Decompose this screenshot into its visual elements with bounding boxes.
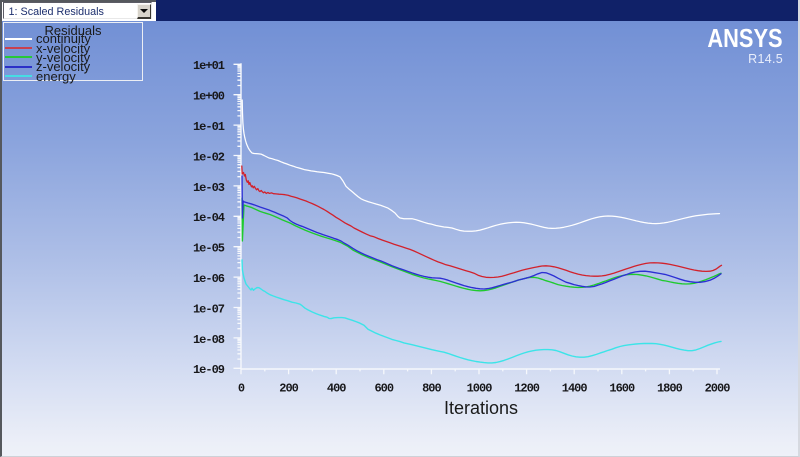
svg-text:600: 600 [374,382,393,396]
svg-text:1000: 1000 [467,382,493,396]
svg-text:1600: 1600 [609,382,635,396]
svg-text:0: 0 [238,382,245,396]
svg-text:1e-04: 1e-04 [193,211,225,225]
svg-text:1e-09: 1e-09 [193,363,225,377]
svg-text:1400: 1400 [562,382,588,396]
svg-text:2000: 2000 [705,382,731,396]
svg-text:200: 200 [279,382,298,396]
svg-text:400: 400 [327,382,346,396]
svg-text:1e-05: 1e-05 [193,242,225,256]
svg-text:1200: 1200 [514,382,540,396]
svg-text:800: 800 [422,382,441,396]
svg-text:1e+00: 1e+00 [193,90,225,104]
svg-text:1e+01: 1e+01 [193,59,225,73]
svg-text:1e-03: 1e-03 [193,181,225,195]
svg-text:1e-07: 1e-07 [193,302,225,316]
svg-text:1e-01: 1e-01 [193,120,225,134]
svg-text:1800: 1800 [657,382,683,396]
svg-text:1e-02: 1e-02 [193,150,225,164]
svg-text:1e-08: 1e-08 [193,333,225,347]
svg-text:1e-06: 1e-06 [193,272,225,286]
